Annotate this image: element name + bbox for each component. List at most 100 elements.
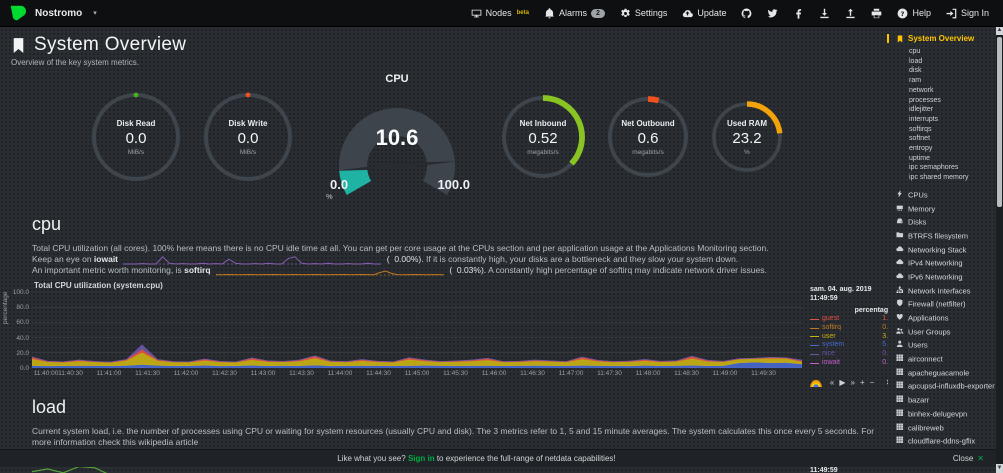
- sidebar-item-ipv6-networking[interactable]: IPv6 Networking: [896, 272, 996, 281]
- load-section-heading: load: [32, 397, 67, 417]
- nav-export-button[interactable]: [845, 8, 856, 19]
- scrollbar-down-icon[interactable]: ▼: [996, 464, 1003, 473]
- nav-help-button[interactable]: ? Help: [897, 8, 931, 19]
- sidebar-subitem-interrupts[interactable]: interrupts: [909, 115, 939, 123]
- sidebar-subitem-ipc-shared-memory[interactable]: ipc shared memory: [909, 174, 969, 182]
- x-axis-tick: 11:42:00: [173, 370, 199, 377]
- sidebar-subitem-softirqs[interactable]: softirqs: [909, 125, 932, 133]
- sidebar-subitem-load[interactable]: load: [909, 57, 923, 65]
- sidebar-subitem-entropy[interactable]: entropy: [909, 145, 933, 153]
- sidebar-item-users[interactable]: Users: [896, 340, 996, 350]
- nav-import-button[interactable]: [819, 8, 830, 19]
- sidebar-item-system-overview[interactable]: System Overview: [887, 34, 996, 43]
- sidebar-subitem-idlejitter[interactable]: idlejitter: [909, 106, 934, 114]
- nav-signin-button[interactable]: Sign In: [946, 8, 989, 19]
- sidebar-item-btrfs-filesystem[interactable]: BTRFS filesystem: [896, 231, 996, 240]
- chart-toolbar-button-3[interactable]: +: [859, 377, 865, 387]
- x-axis-tick: 11:47:00: [558, 370, 584, 377]
- nav-alarms-button[interactable]: Alarms 2: [544, 7, 605, 19]
- bookmark-icon: [10, 37, 27, 54]
- sidebar-item-binhex-delugevpn[interactable]: binhex-delugevpn: [896, 409, 996, 418]
- chart-toolbar-button-0[interactable]: «: [829, 377, 835, 387]
- sidebar-item-apcupsd-influxdb-exporter[interactable]: apcupsd-influxdb-exporter: [896, 381, 996, 391]
- chart-toolbar: « ▶ » +− ⇕: [830, 378, 888, 387]
- sidebar-item-cpus[interactable]: CPUs: [896, 189, 996, 199]
- load-section-description: Current system load, i.e. the number of …: [32, 426, 875, 447]
- sidebar-subitem-softnet[interactable]: softnet: [909, 135, 931, 143]
- nav-twitter-button[interactable]: [767, 8, 778, 19]
- grid-icon: [896, 381, 905, 391]
- cpu-desc-line2: Keep an eye on: [32, 254, 94, 264]
- sidebar-subitem-ipc-semaphores[interactable]: ipc semaphores: [909, 164, 959, 172]
- sidebar-item-firewall-netfilter-[interactable]: Firewall (netfilter): [896, 299, 996, 309]
- cpu-gauge-title: CPU: [385, 73, 409, 85]
- twitter-icon: [767, 8, 778, 19]
- nav-update-button[interactable]: Update: [682, 8, 726, 19]
- svg-text:?: ?: [901, 9, 905, 17]
- x-axis-tick: 11:48:00: [635, 370, 661, 377]
- x-axis-tick: 11:43:00: [250, 370, 276, 377]
- banner-close-button[interactable]: Close ✕: [953, 454, 984, 463]
- sidebar-item-apacheguacamole[interactable]: apacheguacamole: [896, 368, 996, 377]
- cpu-gauge[interactable]: CPU 10.6 0.0 100.0 %: [312, 73, 482, 201]
- sidebar-subitem-processes[interactable]: processes: [909, 96, 941, 104]
- cpu-chart-plot[interactable]: [32, 292, 802, 368]
- brand[interactable]: Nostromo ▾: [9, 4, 97, 22]
- net-inbound-gauge[interactable]: Net Inbound 0.52 megabits/s: [498, 92, 588, 182]
- sidebar-item-network-interfaces[interactable]: Network Interfaces: [896, 286, 996, 295]
- cpu-desc-line1: Total CPU utilization (all cores). 100% …: [32, 243, 769, 253]
- scrollbar-up-icon[interactable]: ▲: [996, 26, 1003, 35]
- nav-facebook-button[interactable]: [793, 8, 804, 19]
- scrollbar-thumb[interactable]: [997, 37, 1002, 207]
- sidebar-item-applications[interactable]: Applications: [896, 313, 996, 323]
- nav-signin-label: Sign In: [960, 8, 989, 18]
- sidebar-subitem-network[interactable]: network: [909, 86, 934, 94]
- sidebar-item-ipv4-networking[interactable]: IPv4 Networking: [896, 258, 996, 268]
- sidebar-item-airconnect[interactable]: airconnect: [896, 354, 996, 364]
- x-axis-tick: 11:45:00: [404, 370, 430, 377]
- sidebar-item-calibreweb[interactable]: calibreweb: [896, 423, 996, 432]
- cloud-update-icon: [682, 8, 694, 19]
- sidebar-sections: CPUs Memory Disks BTRFS filesystem Networkin…: [896, 189, 996, 450]
- legend-dash: [810, 336, 819, 338]
- sidebar-item-networking-stack[interactable]: Networking Stack: [896, 245, 996, 254]
- alarms-count-badge: 2: [590, 8, 605, 18]
- hostname[interactable]: Nostromo: [35, 7, 83, 19]
- sidebar-subitem-uptime[interactable]: uptime: [909, 154, 931, 162]
- x-axis-tick: 11:45:30: [443, 370, 468, 377]
- sidebar-item-bazarr[interactable]: bazarr: [896, 395, 996, 405]
- disk-write-gauge[interactable]: Disk Write 0.0 MiB/s: [200, 89, 296, 185]
- chart-toolbar-button-1[interactable]: ▶: [839, 377, 846, 387]
- used-ram-gauge[interactable]: Used RAM 23.2 %: [708, 98, 786, 176]
- nav-settings-button[interactable]: Settings: [620, 8, 667, 19]
- disk-read-gauge[interactable]: Disk Read 0.0 MiB/s: [88, 89, 184, 185]
- sidebar-item-user-groups[interactable]: User Groups: [896, 327, 996, 336]
- chart-toolbar-button-4[interactable]: −: [869, 377, 875, 387]
- sidebar-item-cloudflare-ddns-gflix[interactable]: cloudflare-ddns-gflix: [896, 436, 996, 446]
- softirq-sparkline[interactable]: [215, 266, 444, 276]
- sidebar-subitem-disk[interactable]: disk: [909, 67, 922, 75]
- chart-toolbar-button-2[interactable]: »: [850, 377, 855, 387]
- sidebar-item-disks[interactable]: Disks: [896, 217, 996, 227]
- signin-banner: Like what you see? Sign in to experience…: [0, 449, 996, 467]
- iowait-sparkline[interactable]: [123, 255, 382, 265]
- nav-print-button[interactable]: [871, 8, 882, 19]
- chart-resize-handle[interactable]: ⇕: [885, 378, 888, 387]
- x-axis-tick: 11:44:00: [327, 370, 353, 377]
- sidebar-item-memory[interactable]: Memory: [896, 204, 996, 213]
- nav-nodes-button[interactable]: Nodes beta: [471, 8, 529, 19]
- cpu-desc-line2-suffix: If it is constantly high, your disks are…: [423, 254, 739, 264]
- signin-link[interactable]: Sign in: [407, 454, 435, 463]
- sidebar-subitem-ram[interactable]: ram: [909, 77, 922, 85]
- sidebar-subitem-cpu[interactable]: cpu: [909, 48, 921, 55]
- net-outbound-gauge[interactable]: Net Outbound 0.6 megabits/s: [604, 93, 692, 181]
- page-scrollbar[interactable]: ▲ ▼: [996, 26, 1003, 473]
- legend-date: sam. 04. aug. 2019: [810, 286, 872, 293]
- nav-github-button[interactable]: [741, 8, 752, 19]
